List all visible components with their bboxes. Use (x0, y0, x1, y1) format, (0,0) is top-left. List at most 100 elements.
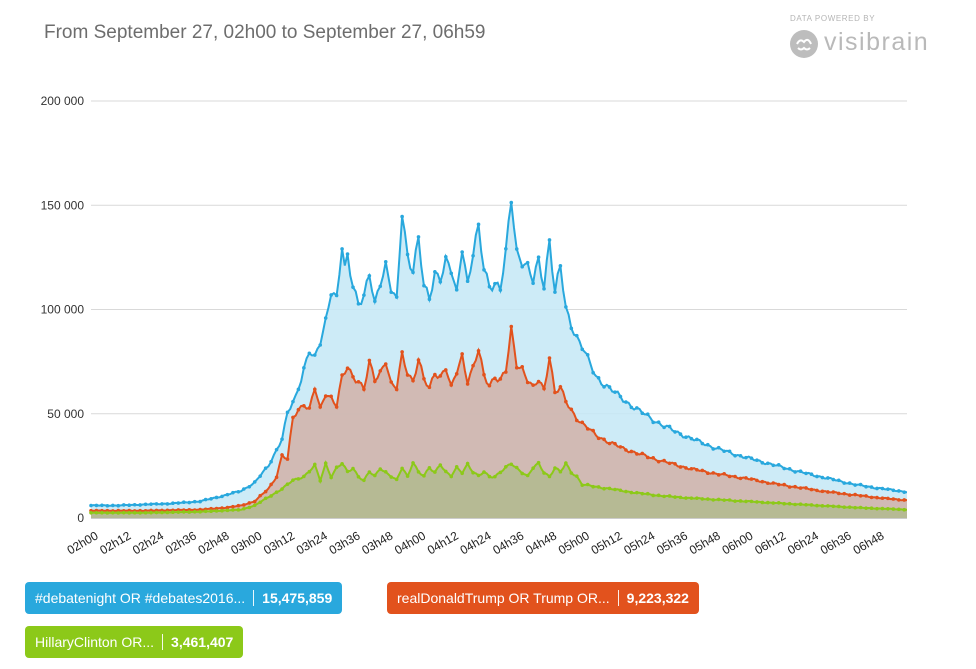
data-point (574, 333, 579, 338)
data-point (181, 510, 186, 514)
data-point (542, 471, 546, 475)
data-point (220, 494, 224, 499)
data-point (618, 488, 623, 493)
data-point (285, 410, 290, 415)
data-point (171, 510, 175, 515)
data-point (525, 473, 530, 478)
data-point (613, 441, 617, 446)
data-point (749, 456, 754, 460)
legend-chip-debatenight[interactable]: #debatenight OR #debates2016... 15,475,8… (25, 582, 343, 614)
data-point (755, 478, 759, 483)
data-point (334, 293, 339, 298)
data-point (695, 496, 699, 500)
data-point (498, 470, 503, 475)
data-point (673, 495, 677, 499)
data-point (258, 500, 263, 505)
data-point (667, 424, 672, 429)
data-point (820, 475, 825, 480)
data-point (378, 284, 383, 289)
legend-series-count: 15,475,859 (262, 590, 333, 606)
data-point (804, 486, 808, 490)
data-point (160, 502, 164, 506)
data-point (525, 380, 530, 385)
data-point (542, 386, 546, 391)
data-point (531, 466, 535, 470)
data-point (553, 390, 557, 395)
data-point (476, 222, 481, 227)
data-point (651, 420, 655, 425)
data-point (318, 479, 323, 483)
data-point (378, 369, 383, 373)
data-point (269, 459, 273, 464)
data-point (362, 293, 366, 297)
brand-logo: DATA POWERED BY visibrain (788, 14, 938, 64)
data-point (651, 456, 655, 460)
data-point (242, 506, 246, 511)
brain-icon (790, 30, 818, 58)
data-point (214, 509, 219, 513)
data-point (312, 387, 317, 392)
data-point (836, 478, 841, 483)
data-point (209, 496, 213, 501)
data-point (460, 352, 464, 356)
data-point (378, 467, 383, 471)
data-point (733, 453, 737, 458)
data-point (705, 471, 710, 476)
data-point (798, 502, 803, 506)
x-tick-label: 06h36 (818, 528, 854, 557)
legend-chip-trump[interactable]: realDonaldTrump OR Trump OR... 9,223,322 (387, 582, 699, 614)
data-point (433, 372, 437, 377)
data-point (329, 293, 333, 297)
data-point (514, 247, 519, 251)
x-tick-label: 04h36 (490, 528, 526, 557)
data-point (345, 469, 350, 474)
data-point (116, 511, 121, 515)
data-point (143, 510, 148, 515)
x-tick-label: 02h00 (65, 528, 101, 557)
x-tick-label: 03h00 (228, 528, 264, 557)
data-point (902, 507, 907, 512)
x-tick-label: 06h48 (851, 528, 887, 557)
data-point (329, 475, 333, 480)
data-point (520, 471, 524, 476)
data-point (864, 484, 868, 489)
data-point (602, 486, 606, 491)
data-point (836, 504, 841, 509)
data-point (296, 407, 301, 412)
data-point (514, 465, 519, 470)
data-point (569, 471, 574, 475)
legend-series-name: #debatenight OR #debates2016... (35, 590, 246, 606)
data-point (853, 492, 857, 497)
data-point (733, 474, 737, 479)
data-point (547, 474, 552, 479)
data-point (433, 470, 437, 474)
legend-chip-clinton[interactable]: HillaryClinton OR... 3,461,407 (25, 626, 244, 658)
data-point (121, 503, 126, 507)
data-point (454, 464, 459, 469)
data-point (274, 447, 279, 452)
data-point (362, 478, 366, 483)
data-point (356, 474, 361, 479)
data-point (656, 493, 661, 498)
x-axis-labels: 02h0002h1202h2402h3602h4803h0003h1203h24… (65, 528, 887, 557)
data-point (493, 281, 497, 286)
data-point (274, 475, 279, 480)
data-point (198, 510, 202, 514)
data-point (438, 374, 443, 378)
x-tick-label: 06h00 (720, 528, 756, 557)
x-tick-label: 04h00 (392, 528, 428, 557)
data-point (815, 474, 819, 479)
data-point (553, 290, 557, 294)
data-point (111, 510, 115, 515)
data-point (149, 502, 153, 506)
data-point (252, 503, 257, 508)
data-point (100, 510, 104, 515)
data-point (111, 503, 115, 508)
data-point (886, 496, 890, 501)
data-point (411, 378, 415, 383)
data-point (394, 295, 399, 299)
x-tick-label: 06h12 (752, 528, 788, 557)
data-point (738, 476, 743, 481)
data-point (520, 364, 524, 369)
data-point (389, 475, 394, 479)
